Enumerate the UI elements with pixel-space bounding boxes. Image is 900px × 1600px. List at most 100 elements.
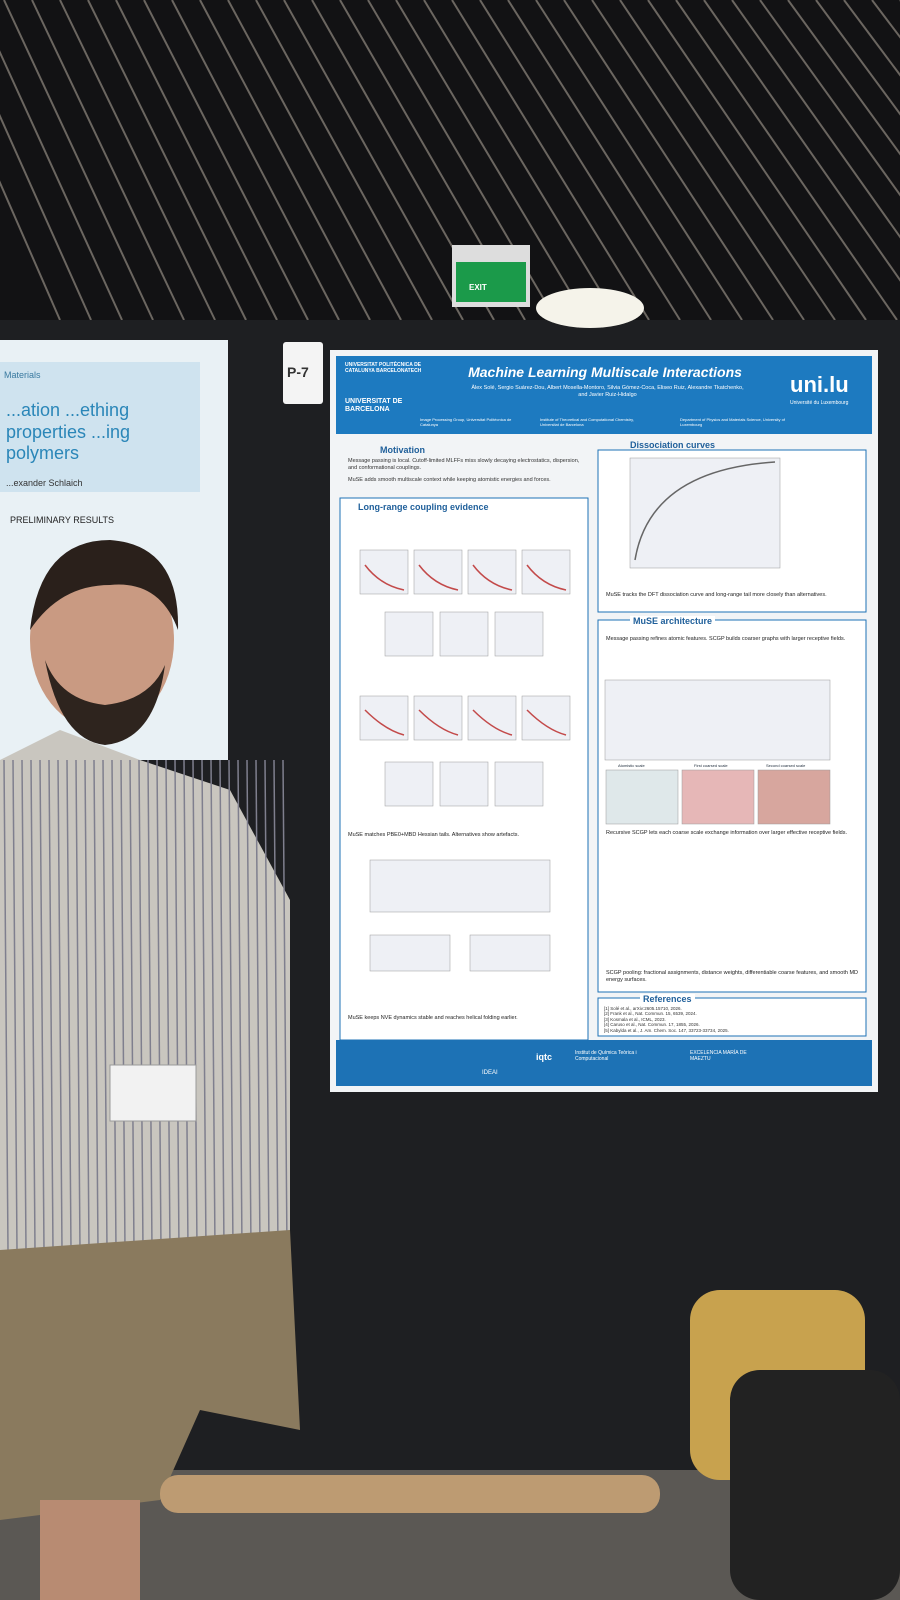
shirt-stripe: [174, 759, 180, 1251]
ceiling-slat: [0, 180, 61, 321]
reference: [3] Kosmala et al., ICML, 2023.: [604, 1016, 666, 1022]
ceiling-slats: [0, 0, 900, 321]
shirt-stripe: [246, 759, 252, 1251]
reference: [4] Caruso et al., Nat. Commun. 17, 1855…: [604, 1022, 700, 1028]
ceiling-slat: [423, 0, 619, 321]
shirt-stripe: [282, 759, 288, 1251]
shirt-stripe: [237, 759, 243, 1251]
ceiling-slat: [563, 0, 774, 321]
scale-label: Second coarsed scale: [766, 763, 806, 768]
bullet: MuSE adds smooth multiscale context whil…: [348, 477, 551, 483]
shirt-stripe: [165, 759, 171, 1251]
shirt-stripe: [210, 759, 216, 1251]
ceiling-slat: [843, 0, 900, 77]
ceiling-slat: [535, 0, 743, 321]
shirt-stripe: [192, 759, 198, 1251]
affiliation: Image Processing Group, Universitat Poli…: [420, 417, 512, 427]
ceiling-slat: [115, 0, 278, 321]
left-poster-section: PRELIMINARY RESULTS: [10, 515, 115, 525]
logo-unilu-sub: Université du Luxembourg: [790, 400, 849, 406]
ceiling-slat: [759, 0, 900, 197]
reference-list: [1] Solé et al., arXiv:2605.15710, 2026.…: [604, 1006, 862, 1033]
ceiling-slat: [283, 0, 464, 321]
shirt-stripe: [219, 759, 225, 1251]
shirt-stripe: [120, 759, 126, 1251]
ceiling-slat: [815, 0, 900, 116]
ceiling-slat: [731, 0, 900, 239]
left-poster-author: ...exander Schlaich: [6, 478, 83, 488]
caption: MuSE matches PBE0+MBD Hessian tails. Alt…: [348, 832, 520, 838]
shirt-stripe: [228, 759, 234, 1251]
left-poster-title: ...ation ...ething properties ...ing pol…: [6, 400, 131, 464]
plot-curves: [364, 461, 776, 736]
ceiling-slat: [479, 0, 681, 321]
person: [0, 540, 300, 1600]
shirt-stripe: [138, 759, 144, 1251]
section-heading: MuSE architecture: [630, 616, 716, 627]
shirt-stripe: [48, 759, 54, 1251]
shirt-stripe: [39, 759, 45, 1251]
left-poster-tag: Materials: [4, 370, 41, 380]
shirt-stripe: [111, 759, 117, 1251]
section-heading: Motivation: [380, 445, 425, 455]
poster-authors: Àlex Solé, Sergio Suárez-Dou, Albert Mos…: [471, 385, 744, 398]
ceiling-slat: [255, 0, 433, 321]
scale-label: First coarsed scale: [694, 763, 728, 768]
section-heading: References: [640, 994, 695, 1005]
footer-logo: iqtc: [536, 1052, 553, 1062]
shirt-stripe: [129, 759, 135, 1251]
footer-logo: Institut de Química Teòrica i Computacio…: [575, 1050, 637, 1062]
ceiling: [0, 0, 900, 330]
scale-label: Atomistic scale: [618, 763, 645, 768]
ceiling-slat: [787, 0, 900, 156]
ceiling-slat: [143, 0, 309, 321]
poster-header: [336, 356, 872, 434]
affiliation: Department of Physics and Materials Scie…: [680, 417, 785, 427]
ceiling-slat: [619, 0, 836, 321]
ceiling-slat: [0, 50, 123, 321]
shirt-stripe: [66, 759, 72, 1251]
caption: MuSE keeps NVE dynamics stable and reach…: [348, 1015, 518, 1021]
section-heading: Long-range coupling evidence: [358, 502, 489, 512]
shirt-stripe: [21, 759, 27, 1251]
footer-logo: EXCELENCIA MARÍA DE MAEZTU: [690, 1050, 747, 1062]
shirt-stripe: [201, 759, 207, 1251]
shirt-stripe: [255, 759, 261, 1251]
affiliation: Institute of Theoretical and Computation…: [540, 417, 634, 427]
shirt-stripe: [3, 759, 9, 1251]
ceiling-slat: [591, 0, 805, 321]
exit-sign-text: EXIT: [469, 283, 487, 292]
ceiling-slat: [0, 113, 92, 321]
reference: [2] Frank et al., Nat. Commun. 15, 6539,…: [604, 1011, 697, 1017]
ceiling-slat: [675, 0, 898, 321]
ceiling-slat: [647, 0, 867, 321]
board-label: P-7: [287, 364, 309, 380]
ceiling-slat: [59, 0, 216, 321]
ceiling-slat: [227, 0, 402, 321]
shirt-stripe: [147, 759, 153, 1251]
logo-upc: UNIVERSITAT POLITÈCNICA DE CATALUNYA BAR…: [345, 362, 422, 374]
exit-sign: [456, 262, 526, 302]
shirt-stripe: [12, 759, 18, 1251]
ceiling-slat: [3, 0, 154, 321]
caption: SCGP pooling: fractional assignments, di…: [606, 970, 859, 983]
board-label-card: [283, 342, 323, 404]
shirt-stripe: [93, 759, 99, 1251]
shirt-stripe: [30, 759, 36, 1251]
ceiling-slat: [703, 0, 900, 282]
shirt-stripe: [57, 759, 63, 1251]
poster-title: Machine Learning Multiscale Interactions: [468, 364, 742, 380]
bullet: Message passing is local. Cutoff-limited…: [348, 458, 580, 471]
backpacks: [160, 1290, 900, 1600]
shirt-stripe: [75, 759, 81, 1251]
shirt-stripe: [273, 759, 279, 1251]
reference: [5] Kabylda et al., J. Am. Chem. Soc. 14…: [604, 1027, 729, 1033]
ceiling-slat: [171, 0, 340, 321]
caption: Message passing refines atomic features.…: [606, 636, 846, 642]
poster-footer: [336, 1040, 872, 1086]
ceiling-slat: [87, 0, 247, 321]
reference: [1] Solé et al., arXiv:2605.15710, 2026.: [604, 1006, 682, 1011]
logo-unilu: uni.lu: [790, 372, 849, 397]
caption: MuSE tracks the DFT dissociation curve a…: [606, 592, 827, 598]
